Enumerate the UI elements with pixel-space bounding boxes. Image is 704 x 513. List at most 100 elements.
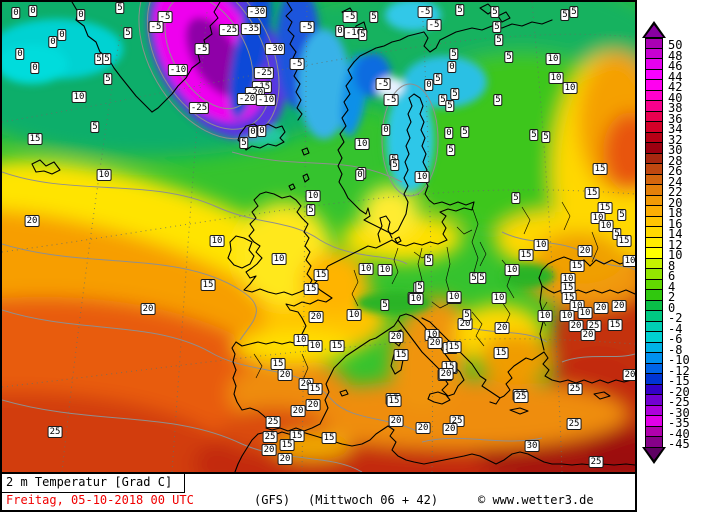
temp-label: 10 <box>293 334 309 346</box>
temp-label: 10 <box>537 310 553 322</box>
temp-label: 5 <box>90 121 100 133</box>
temp-label: 15 <box>569 260 585 272</box>
temp-label: 20 <box>427 337 443 349</box>
scale-tick-label: 6 <box>668 269 676 283</box>
temp-label: -35 <box>240 23 262 35</box>
scale-cell <box>645 48 663 59</box>
scale-cell <box>645 111 663 122</box>
temp-label: 10 <box>271 253 287 265</box>
temp-label: 0 <box>28 5 38 17</box>
scale-cell <box>645 248 663 259</box>
temp-label: 5 <box>380 299 390 311</box>
temp-label: 10 <box>504 264 520 276</box>
temp-label: 20 <box>622 369 636 381</box>
scale-cell <box>645 269 663 280</box>
temp-label: 20 <box>388 415 404 427</box>
scale-cell <box>645 311 663 322</box>
temp-label: 25 <box>47 426 63 438</box>
temp-label: 15 <box>592 163 608 175</box>
temp-label: 5 <box>492 21 502 33</box>
temp-label: 5 <box>493 94 503 106</box>
scale-tick-label: 20 <box>668 195 683 210</box>
temp-label: 10 <box>577 307 593 319</box>
scale-tick-label: -20 <box>668 384 690 399</box>
scale-cell <box>645 279 663 290</box>
temp-label: 15 <box>329 340 345 352</box>
temp-label: -25 <box>253 67 275 79</box>
scale-tick-label: 36 <box>668 111 683 126</box>
color-scale: 50 48 46 44 42 40 38 36 34 32 30 28 26 24 22 20 18 16 14 12… <box>637 0 704 513</box>
temp-label: 10 <box>307 340 323 352</box>
scale-tick-label: 10 <box>668 248 683 262</box>
scale-tick-label: -30 <box>668 405 690 420</box>
scale-cell <box>645 405 663 416</box>
temp-label: -10 <box>255 94 277 106</box>
temp-label: 20 <box>305 399 321 411</box>
temp-label: -25 <box>188 102 210 114</box>
scale-cell <box>645 258 663 269</box>
temp-label: 20 <box>261 444 277 456</box>
temp-label: 25 <box>567 383 583 395</box>
scale-cell <box>645 206 663 217</box>
temp-label: 15 <box>27 133 43 145</box>
scale-tick-label: 16 <box>668 216 683 231</box>
scale-tick-label: -35 <box>668 416 690 430</box>
scale-cell <box>645 80 663 91</box>
temp-label: 10 <box>414 171 430 183</box>
temp-label: 10 <box>346 309 362 321</box>
scale-cell <box>645 321 663 332</box>
scale-tick-label: 34 <box>668 122 683 136</box>
temp-label: 10 <box>354 138 370 150</box>
temp-label: 20 <box>277 369 293 381</box>
temp-label: 5 <box>433 73 443 85</box>
temp-label: 30 <box>524 440 540 452</box>
temp-label: 5 <box>504 51 514 63</box>
temp-label: 15 <box>279 439 295 451</box>
temp-label: 10 <box>548 72 564 84</box>
isotherm-contours <box>2 2 635 472</box>
scale-tick-label: -2 <box>668 311 683 325</box>
temp-label: -30 <box>246 6 268 18</box>
scale-cell <box>645 132 663 143</box>
temp-label: 0 <box>424 79 434 91</box>
scale-tick-label: 12 <box>668 237 683 252</box>
temp-label: 0 <box>447 61 457 73</box>
temp-label: 5 <box>460 126 470 138</box>
temp-label: 0 <box>11 7 21 19</box>
product-title: 2 m Temperatur [Grad C] <box>6 475 173 489</box>
temp-label: 15 <box>518 249 534 261</box>
scale-tick-label: -15 <box>668 374 690 388</box>
scale-tick-label: -45 <box>668 437 690 451</box>
scale-tick-label: 44 <box>668 69 683 84</box>
temp-label: 5 <box>445 100 455 112</box>
temp-label: 15 <box>393 349 409 361</box>
temp-label: 20 <box>140 303 156 315</box>
model-name: (GFS) <box>254 493 291 507</box>
info-bar: 2 m Temperatur [Grad C] Freitag, 05-10-2… <box>0 474 637 512</box>
scale-cell <box>645 237 663 248</box>
scale-cell <box>645 416 663 427</box>
scale-tick-label: 0 <box>668 300 676 315</box>
temp-label: 10 <box>491 292 507 304</box>
scale-cell <box>645 300 663 311</box>
temp-label: -30 <box>264 43 286 55</box>
scale-cell <box>645 69 663 80</box>
scale-cell <box>645 185 663 196</box>
temp-label: 20 <box>580 329 596 341</box>
temp-label: -5 <box>426 19 442 31</box>
temp-label: 20 <box>577 245 593 257</box>
scale-tick-label: -8 <box>668 342 683 357</box>
temp-label: 15 <box>616 235 632 247</box>
temp-label: 5 <box>424 254 434 266</box>
scale-tick-label: 30 <box>668 143 683 157</box>
temp-label: 0 <box>30 62 40 74</box>
scale-cell <box>645 195 663 206</box>
scale-triangle-bottom <box>642 447 666 464</box>
temp-label: 0 <box>257 125 267 137</box>
temp-label: 10 <box>622 255 636 267</box>
temp-label: 5 <box>494 34 504 46</box>
temp-label: 0 <box>57 29 67 41</box>
scale-tick-label: 48 <box>668 48 683 63</box>
scale-tick-label: -40 <box>668 426 690 441</box>
temp-label: -25 <box>218 24 240 36</box>
